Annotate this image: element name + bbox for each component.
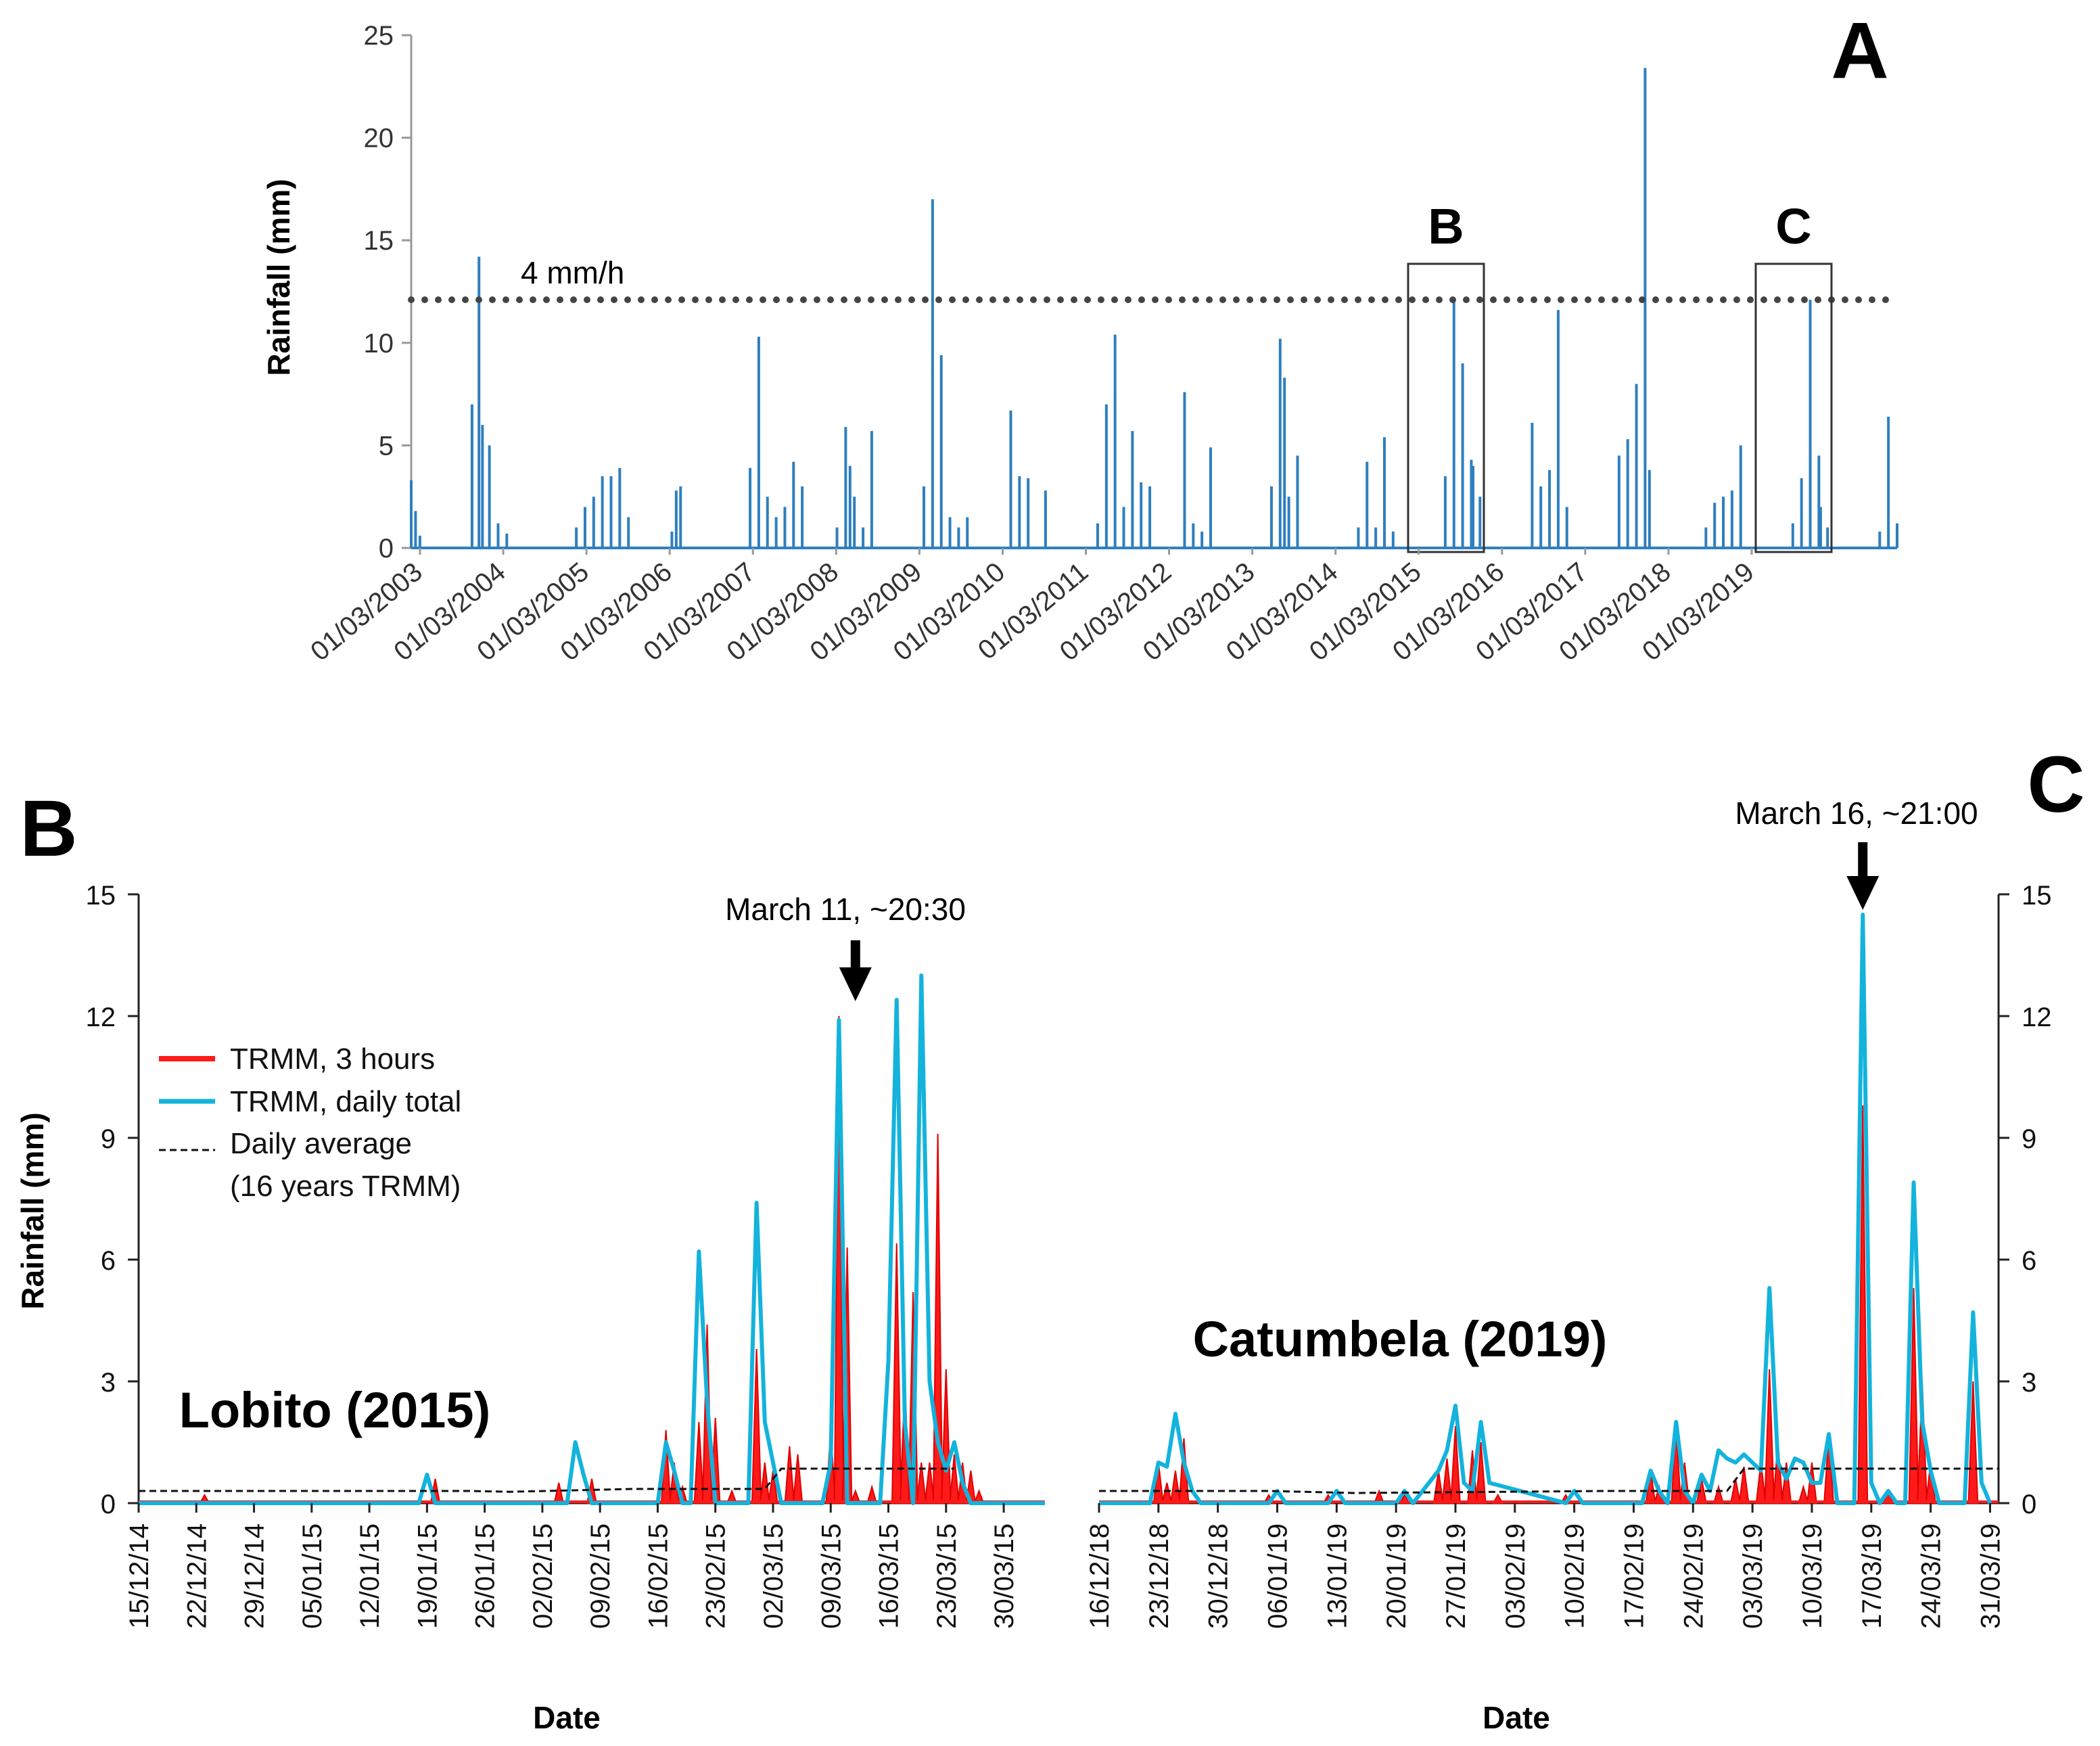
three-hour-spike <box>760 1462 770 1504</box>
daily-average-line <box>1099 1467 1999 1494</box>
zoom-box-label: C <box>1775 198 1811 254</box>
three-hour-spike <box>792 1454 803 1504</box>
x-tick-label: 06/01/19 <box>1263 1523 1292 1629</box>
y-tick-label: 3 <box>101 1368 116 1398</box>
y-tick-label: 9 <box>2022 1124 2036 1154</box>
zoom-box <box>1754 262 1833 553</box>
panel-c: 0 3 6 9 12 15 16/12/18 23/12/18 30/12/18 06/01/19… <box>1085 740 2085 1735</box>
panel-label-a: A <box>1831 6 1888 95</box>
event-annotation: March 11, ~20:30 <box>725 892 966 927</box>
event-arrow-shaft <box>1858 842 1868 876</box>
event-arrow-shaft <box>850 940 860 967</box>
three-hour-spike <box>693 1421 705 1504</box>
x-tick-label: 24/02/19 <box>1679 1523 1708 1629</box>
legend-label-average-sub: (16 years TRMM) <box>230 1170 461 1203</box>
daily-total-line <box>139 973 1045 1505</box>
y-tick-label: 12 <box>2022 1003 2052 1032</box>
x-tick-label: 30/12/18 <box>1204 1523 1234 1629</box>
x-tick-label: 17/02/19 <box>1619 1523 1649 1629</box>
legend-label-average: Daily average <box>230 1127 412 1160</box>
x-tick-label: 27/01/19 <box>1441 1523 1471 1629</box>
x-tick-label: 09/03/15 <box>816 1523 846 1629</box>
three-hour-spike <box>1441 1458 1453 1504</box>
x-tick-label: 16/02/15 <box>643 1523 673 1629</box>
x-tick-label: 31/03/19 <box>1976 1523 2005 1629</box>
x-tick-label: 10/02/19 <box>1560 1523 1590 1629</box>
y-axis-label: Rainfall (mm) <box>261 179 296 375</box>
y-tick-label: 15 <box>86 881 116 911</box>
x-tick-label: 03/03/19 <box>1738 1523 1768 1629</box>
x-tick-label: 23/02/15 <box>701 1523 731 1629</box>
three-hour-spike <box>553 1482 565 1504</box>
legend: TRMM, 3 hours TRMM, daily total Daily aver… <box>159 1042 461 1203</box>
daily-total-line <box>1099 913 1992 1505</box>
y-tick-label: 10 <box>364 329 394 359</box>
x-tick-label: 17/03/19 <box>1857 1523 1887 1629</box>
event-arrow-head <box>839 967 872 1001</box>
panel-b: 0 3 6 9 12 15 15/12/14 22/12/14 29/12/14 05/01/15… <box>15 784 1045 1735</box>
threshold-label: 4 mm/h <box>521 255 624 290</box>
panel-label-c: C <box>2027 740 2084 829</box>
x-tick-label: 13/01/19 <box>1322 1523 1352 1629</box>
x-tick-label: 22/12/14 <box>182 1523 212 1629</box>
y-tick-label: 3 <box>2022 1368 2036 1398</box>
three-hour-spike <box>784 1446 795 1504</box>
x-tick-label: 09/02/15 <box>586 1523 615 1629</box>
y-tick-label: 0 <box>379 534 394 564</box>
x-tick-label: 02/03/15 <box>759 1523 789 1629</box>
three-hour-spike <box>1729 1478 1742 1504</box>
event-annotation: March 16, ~21:00 <box>1735 796 1978 831</box>
x-tick-label: 15/12/14 <box>124 1523 154 1629</box>
legend-label-daily: TRMM, daily total <box>230 1085 461 1118</box>
x-tick-label: 03/02/19 <box>1501 1523 1531 1629</box>
y-tick-label: 0 <box>101 1490 116 1519</box>
y-tick-label: 6 <box>101 1246 116 1276</box>
three-hour-spike <box>891 1243 902 1504</box>
x-tick-label: 02/02/15 <box>528 1523 558 1629</box>
x-tick-label: 20/01/19 <box>1382 1523 1411 1629</box>
x-tick-label: 10/03/19 <box>1798 1523 1827 1629</box>
legend-label-three-hour: TRMM, 3 hours <box>230 1042 435 1076</box>
x-tick-label: 16/12/18 <box>1085 1523 1115 1629</box>
x-tick-label: 24/03/19 <box>1917 1523 1946 1629</box>
y-tick-label: 15 <box>364 226 394 256</box>
y-tick-label: 0 <box>2022 1490 2036 1519</box>
panel-label-b: B <box>20 784 77 873</box>
y-tick-label: 12 <box>86 1003 116 1032</box>
site-label: Catumbela (2019) <box>1193 1311 1608 1367</box>
x-tick-label: 16/03/15 <box>874 1523 904 1629</box>
y-axis-label: Rainfall (mm) <box>15 1112 50 1309</box>
x-axis-label: Date <box>1483 1700 1550 1735</box>
three-hour-spike <box>1169 1470 1181 1504</box>
x-axis-label: Date <box>533 1700 601 1735</box>
event-arrow-head <box>1846 876 1880 910</box>
y-tick-label: 25 <box>364 21 394 51</box>
site-label: Lobito (2015) <box>179 1382 490 1438</box>
y-tick-label: 15 <box>2022 881 2052 911</box>
three-hour-spike <box>1161 1482 1173 1504</box>
x-tick-label: 23/12/18 <box>1144 1523 1174 1629</box>
y-tick-label: 6 <box>2022 1246 2036 1276</box>
zoom-box <box>1407 262 1485 553</box>
y-tick-label: 5 <box>379 431 394 461</box>
x-tick-label: 12/01/15 <box>355 1523 385 1629</box>
y-tick-label: 20 <box>364 124 394 154</box>
y-tick-label: 9 <box>101 1124 116 1154</box>
zoom-box-label: B <box>1428 198 1464 254</box>
x-tick-label: 23/03/15 <box>932 1523 962 1629</box>
x-tick-label: 26/01/15 <box>471 1523 500 1629</box>
x-tick-label: 29/12/14 <box>240 1523 270 1629</box>
x-tick-label: 05/01/15 <box>298 1523 327 1629</box>
daily-average-line <box>139 1467 954 1493</box>
x-tick-label: 19/01/15 <box>413 1523 442 1629</box>
three-hour-spike <box>941 1369 952 1504</box>
x-tick-label: 30/03/15 <box>989 1523 1019 1629</box>
